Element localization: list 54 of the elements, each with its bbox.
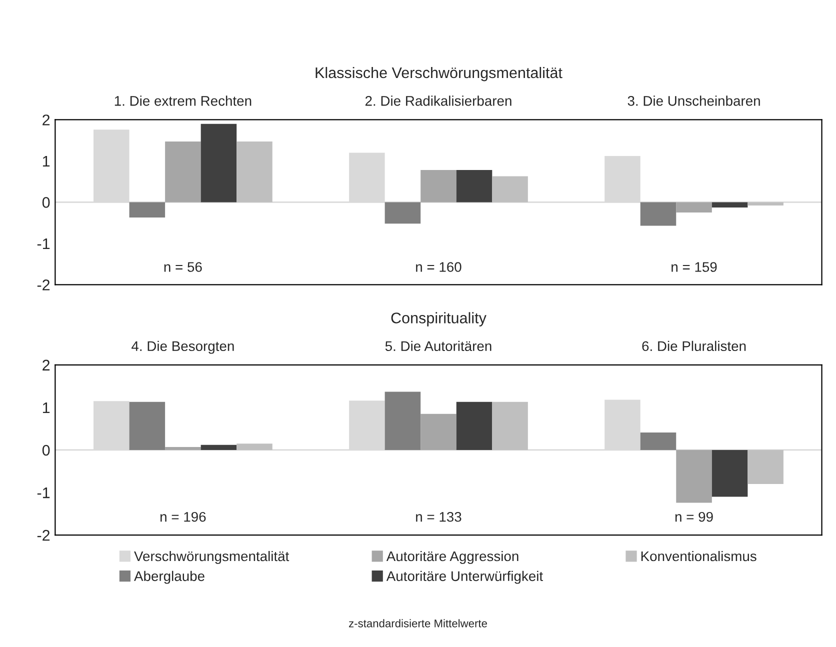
y-tick-label: -2 — [37, 530, 50, 541]
bar — [640, 202, 676, 226]
bar — [712, 202, 748, 208]
x-tick-label: 4. Die Besorgten — [132, 340, 234, 354]
bar — [492, 176, 528, 202]
bar — [165, 447, 201, 450]
y-tick-label: -2 — [37, 280, 50, 290]
chart-title: Klassische Verschwörungsmentalität — [316, 66, 562, 82]
annotation: n = 160 — [416, 262, 462, 272]
y-tick-label: 2 — [42, 114, 50, 126]
bar — [236, 142, 272, 202]
bar — [676, 202, 712, 212]
bar — [640, 432, 676, 450]
text: z-standardisierte Mittelwerte — [348, 619, 487, 628]
bar — [748, 450, 784, 484]
bar — [676, 450, 712, 503]
bar — [456, 170, 492, 202]
y-tick-label: 0 — [42, 444, 50, 456]
annotation: n = 56 — [164, 262, 202, 272]
annotation: n = 99 — [675, 512, 713, 522]
bar — [492, 402, 528, 450]
bar — [200, 444, 237, 450]
x-tick-label: 2. Die Radikalisierbaren — [365, 96, 512, 106]
chart-title: Conspirituality — [391, 312, 486, 326]
x-tick-label: 5. Die Autoritären — [385, 340, 492, 352]
bar — [129, 402, 166, 450]
annotation: n = 196 — [160, 512, 206, 522]
y-tick-label: -1 — [37, 488, 50, 498]
bar — [420, 414, 456, 450]
bar — [384, 202, 421, 224]
y-tick-label: -1 — [37, 238, 50, 249]
bar — [236, 444, 272, 450]
bar — [712, 450, 748, 497]
bar — [420, 170, 456, 202]
bar — [456, 402, 492, 450]
legend-label: Aberglaube — [134, 570, 204, 584]
bar — [129, 202, 166, 218]
bar — [748, 202, 784, 206]
annotation: n = 133 — [416, 512, 462, 522]
legend-label: Autoritäre Unterwürfigkeit — [386, 570, 543, 584]
bar — [384, 392, 421, 450]
annotation: n = 159 — [672, 262, 717, 272]
legend-label: Autoritäre Aggression — [386, 550, 518, 564]
y-tick-label: 1 — [42, 156, 50, 166]
bar — [200, 124, 237, 202]
y-tick-label: 2 — [42, 360, 50, 370]
x-tick-label: 1. Die extrem Rechten — [114, 96, 252, 106]
x-tick-label: 6. Die Pluralisten — [642, 340, 746, 352]
legend-label: Konventionalismus — [641, 550, 756, 562]
x-tick-label: 3. Die Unscheinbaren — [628, 96, 760, 106]
legend-label: Verschwörungsmentalität — [134, 550, 290, 564]
y-tick-label: 0 — [42, 197, 50, 208]
y-tick-label: 1 — [42, 402, 50, 413]
bar — [165, 142, 201, 202]
